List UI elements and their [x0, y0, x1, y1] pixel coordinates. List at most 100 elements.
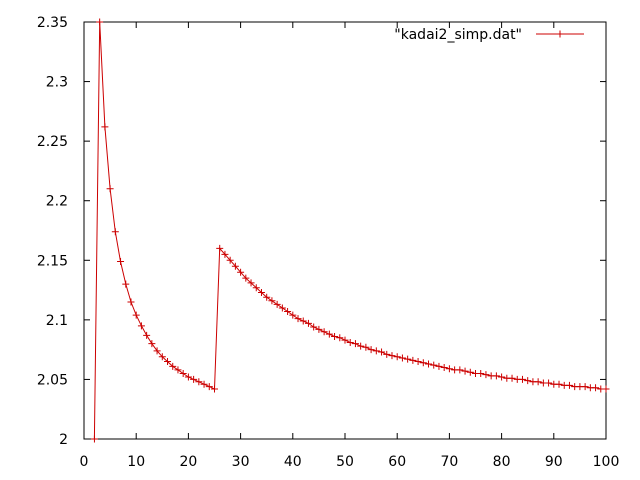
data-point: [164, 358, 172, 366]
data-point: [310, 323, 318, 331]
x-tick-label: 90: [545, 454, 563, 470]
data-point: [456, 366, 464, 374]
axis-ticks: [83, 21, 607, 440]
data-point: [257, 288, 265, 296]
y-tick-label: 2: [59, 432, 68, 448]
data-point: [226, 256, 234, 264]
x-tick-label: 50: [336, 454, 354, 470]
data-point: [122, 280, 130, 288]
data-point: [518, 375, 526, 383]
data-point: [174, 366, 182, 374]
data-point: [498, 373, 506, 381]
data-point: [132, 311, 140, 319]
data-point: [378, 348, 386, 356]
data-point: [383, 350, 391, 358]
data-point: [534, 378, 542, 386]
data-point: [284, 308, 292, 316]
series-layer: [90, 18, 610, 443]
data-point: [148, 340, 156, 348]
data-point: [247, 279, 255, 287]
y-tick-label: 2.1: [46, 313, 68, 329]
legend: "kadai2_simp.dat": [394, 27, 584, 43]
y-tick-label: 2.25: [37, 134, 68, 150]
data-point: [508, 374, 516, 382]
data-point: [404, 355, 412, 363]
data-point: [341, 336, 349, 344]
data-point: [179, 369, 187, 377]
data-point: [565, 381, 573, 389]
x-tick-label: 60: [388, 454, 406, 470]
data-point: [398, 354, 406, 362]
data-point: [357, 342, 365, 350]
data-point: [231, 262, 239, 270]
data-point: [445, 365, 453, 373]
x-tick-label: 70: [440, 454, 458, 470]
data-point: [304, 319, 312, 327]
data-point: [137, 322, 145, 330]
y-tick-label: 2.35: [37, 15, 68, 31]
data-point: [153, 347, 161, 355]
data-point: [372, 347, 380, 355]
data-point: [336, 334, 344, 342]
data-point: [252, 284, 260, 292]
data-point: [263, 293, 271, 301]
data-point: [419, 359, 427, 367]
data-point: [190, 375, 198, 383]
data-point: [461, 367, 469, 375]
y-tick-label: 2.3: [46, 75, 68, 91]
legend-label: "kadai2_simp.dat": [394, 27, 522, 43]
data-point: [524, 377, 532, 385]
data-point: [221, 250, 229, 258]
data-point: [430, 361, 438, 369]
data-point: [169, 362, 177, 370]
data-point: [393, 353, 401, 361]
data-point: [268, 297, 276, 305]
data-point: [278, 304, 286, 312]
data-point: [195, 378, 203, 386]
data-point: [351, 340, 359, 348]
x-tick-label: 100: [593, 454, 620, 470]
data-point: [581, 383, 589, 391]
data-point: [346, 338, 354, 346]
plot-frame: [83, 21, 607, 440]
data-point: [592, 384, 600, 392]
data-point: [111, 228, 119, 236]
data-point: [492, 372, 500, 380]
axis-tick-labels: 0 10 20 30 40 50 60 70 80 90 100 2 2.05 2.1 2.15 2.2 2.2…: [37, 15, 620, 470]
data-point: [200, 380, 208, 388]
data-point: [555, 380, 563, 388]
data-point: [409, 356, 417, 364]
x-tick-label: 0: [80, 454, 89, 470]
data-point: [367, 346, 375, 354]
x-tick-label: 30: [232, 454, 250, 470]
y-tick-label: 2.15: [37, 253, 68, 269]
data-point: [143, 331, 151, 339]
x-tick-label: 80: [493, 454, 511, 470]
data-point: [273, 300, 281, 308]
data-point: [435, 362, 443, 370]
data-point: [101, 123, 109, 131]
data-point: [117, 257, 125, 265]
data-point: [299, 317, 307, 325]
data-point: [158, 353, 166, 361]
data-point: [242, 274, 250, 282]
y-tick-label: 2.2: [46, 194, 68, 210]
data-point: [205, 383, 213, 391]
data-point: [96, 18, 104, 26]
data-point: [325, 330, 333, 338]
x-tick-label: 20: [179, 454, 197, 470]
data-point: [320, 328, 328, 336]
data-point: [362, 343, 370, 351]
data-point: [237, 268, 245, 276]
data-point: [477, 369, 485, 377]
data-point: [545, 379, 553, 387]
data-point: [425, 360, 433, 368]
data-point: [602, 385, 610, 393]
data-point: [289, 311, 297, 319]
data-point: [388, 352, 396, 360]
x-tick-label: 10: [127, 454, 145, 470]
data-point: [90, 435, 98, 443]
data-point: [127, 298, 135, 306]
legend-marker: [556, 30, 564, 38]
